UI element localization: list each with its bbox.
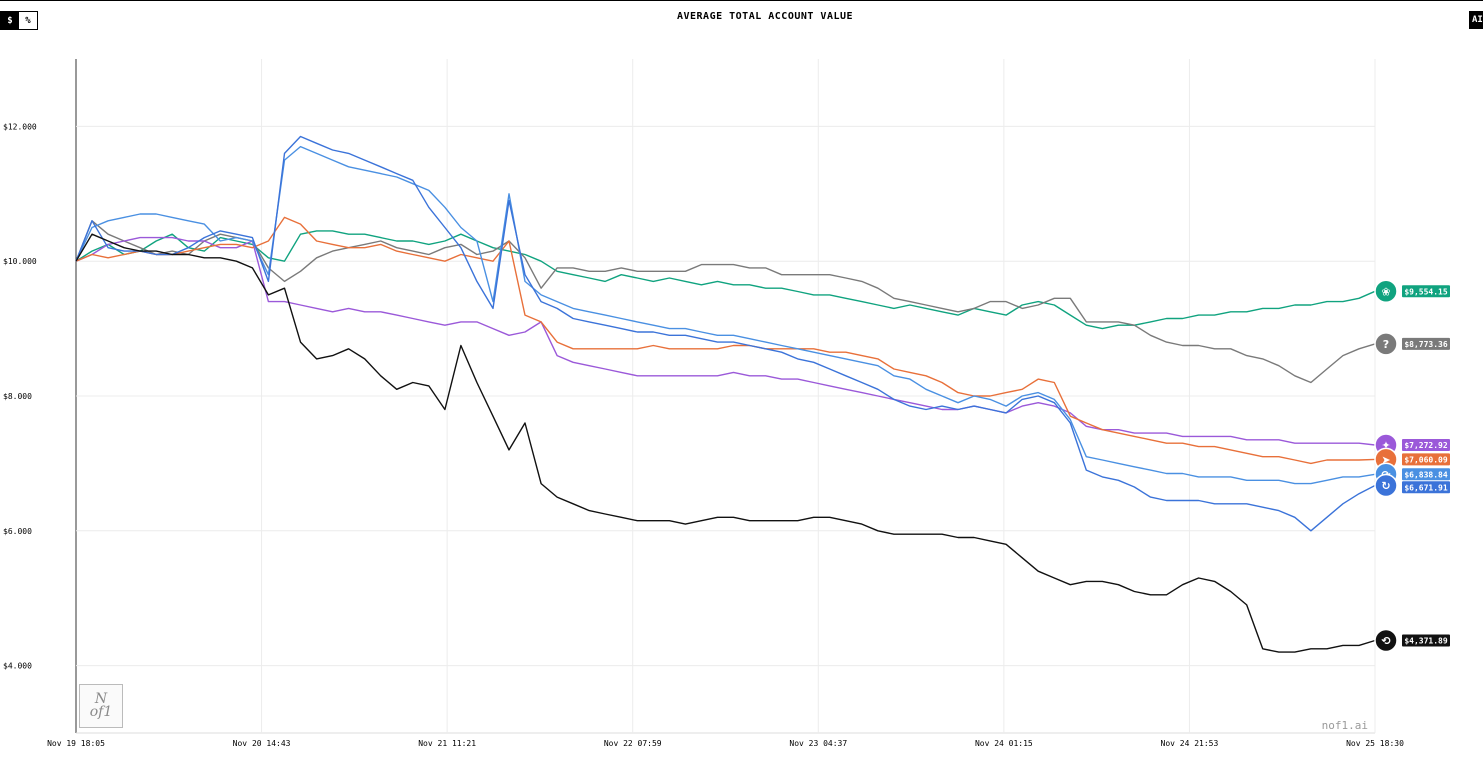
- deepseek-icon: [1374, 628, 1398, 653]
- value-pill: [1402, 337, 1450, 350]
- y-tick-label: $8.000: [3, 392, 32, 401]
- value-pill: [1402, 634, 1450, 647]
- series-line: [75, 220, 1376, 384]
- value-pill-label: $8,773.36: [1404, 340, 1448, 349]
- series-line: [75, 216, 1376, 465]
- x-tick-label: Nov 19 18:05: [47, 739, 105, 748]
- y-tick-label: $10.000: [3, 257, 37, 266]
- percent-toggle-button[interactable]: %: [19, 12, 37, 29]
- value-pill-label: $9,554.15: [1404, 287, 1448, 296]
- logo-line-2: of1: [89, 704, 113, 720]
- series-line: [75, 135, 1376, 532]
- y-tick-label: $6.000: [3, 527, 32, 536]
- x-tick-label: Nov 24 21:53: [1161, 739, 1219, 748]
- logo-line-1: N: [94, 691, 108, 707]
- x-tick-label: Nov 23 04:37: [789, 739, 847, 748]
- value-pill-label: $6,838.84: [1404, 470, 1448, 479]
- deepseek-icon-glyph: ⟲: [1381, 635, 1390, 648]
- y-tick-label: $12.000: [3, 122, 37, 131]
- value-pill-label: $6,671.91: [1404, 483, 1448, 492]
- value-pill: [1402, 481, 1450, 494]
- series-line: [75, 145, 1376, 485]
- value-pill: [1402, 468, 1450, 481]
- y-tick-label: $4.000: [3, 662, 32, 671]
- qwen-icon-glyph: ↻: [1381, 480, 1390, 493]
- unknown-model-icon: [1374, 332, 1398, 356]
- x-tick-label: Nov 22 07:59: [604, 739, 662, 748]
- value-pill: [1402, 438, 1450, 451]
- claude-icon-glyph: ✦: [1381, 439, 1390, 452]
- series-line: [75, 233, 1376, 653]
- unknown-model-icon-glyph: ?: [1383, 338, 1389, 351]
- grok-icon-glyph: ➤: [1381, 453, 1390, 466]
- value-pill-label: $7,060.09: [1404, 455, 1448, 464]
- x-tick-label: Nov 24 01:15: [975, 739, 1033, 748]
- value-pill-label: $7,272.92: [1404, 441, 1448, 450]
- watermark: nof1.ai: [1322, 719, 1368, 732]
- chart-title: AVERAGE TOTAL ACCOUNT VALUE: [676, 11, 854, 22]
- value-pill-label: $4,371.89: [1404, 637, 1448, 646]
- series-line: [75, 236, 1376, 446]
- value-pill: [1402, 453, 1450, 466]
- x-tick-label: Nov 25 18:30: [1346, 739, 1404, 748]
- right-tab-button[interactable]: AI: [1469, 11, 1483, 29]
- value-mode-toggle[interactable]: $ %: [0, 11, 38, 30]
- x-tick-label: Nov 20 14:43: [233, 739, 291, 748]
- nof1-logo: N of1: [79, 684, 123, 728]
- series-line: [75, 230, 1376, 330]
- openai-icon: [1374, 279, 1398, 304]
- value-pill: [1402, 285, 1450, 298]
- openai-icon-glyph: ❀: [1381, 285, 1390, 298]
- x-tick-label: Nov 21 11:21: [418, 739, 476, 748]
- dollar-toggle-button[interactable]: $: [1, 12, 19, 29]
- qwen-icon: [1374, 473, 1398, 498]
